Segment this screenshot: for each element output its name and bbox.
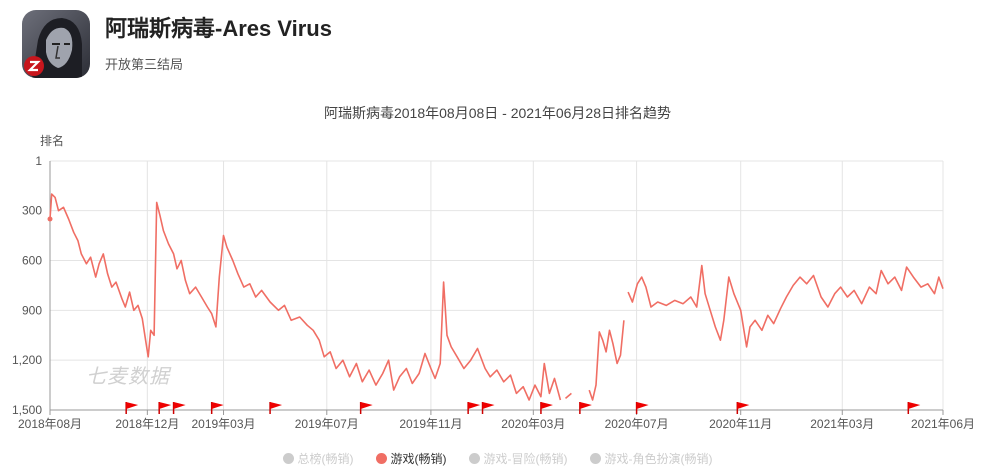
event-flag-icon[interactable] [125, 402, 139, 414]
watermark: 七麦数据 [86, 366, 170, 388]
series-line-segment [564, 392, 572, 400]
legend-item[interactable]: 游戏(畅销) [370, 450, 447, 467]
event-flag-icon[interactable] [172, 402, 186, 414]
y-tick-label: 1 [35, 154, 42, 168]
event-flag-icon[interactable] [158, 402, 172, 414]
x-tick-label: 2018年12月 [115, 417, 179, 431]
event-flag-icon[interactable] [359, 402, 373, 414]
legend-item[interactable]: 游戏-冒险(畅销) [463, 450, 568, 467]
series-start-point [47, 216, 53, 222]
event-flag-icon[interactable] [269, 402, 283, 414]
y-tick-label: 1,500 [12, 403, 42, 417]
event-flag-icon[interactable] [579, 402, 592, 414]
event-flag-icon[interactable] [210, 402, 224, 414]
legend-label: 游戏-角色扮演(畅销) [604, 452, 713, 466]
legend-item[interactable]: 总榜(畅销) [277, 450, 354, 467]
x-tick-label: 2021年06月 [911, 417, 975, 431]
x-tick-label: 2019年03月 [191, 417, 255, 431]
event-flag-icon[interactable] [907, 402, 921, 414]
x-tick-label: 2020年03月 [501, 417, 565, 431]
series-line-segment [588, 320, 625, 401]
app-icon[interactable] [22, 10, 90, 78]
legend-marker-icon [370, 453, 392, 464]
x-tick-label: 2019年11月 [399, 417, 462, 431]
legend-label: 游戏-冒险(畅销) [483, 452, 568, 466]
legend-item[interactable]: 游戏-角色扮演(畅销) [584, 450, 713, 467]
y-tick-label: 900 [22, 303, 42, 317]
event-flag-icon[interactable] [736, 402, 750, 414]
chart-legend: 总榜(畅销) 游戏(畅销) 游戏-冒险(畅销) 游戏-角色扮演(畅销) [0, 450, 995, 467]
series-line-segment [49, 193, 562, 401]
event-flag-icon[interactable] [467, 402, 481, 414]
event-flag-icon[interactable] [635, 402, 649, 414]
series-line-segment [627, 264, 944, 348]
event-flag-icon[interactable] [481, 402, 495, 414]
x-tick-label: 2021年03月 [810, 417, 874, 431]
app-header: 阿瑞斯病毒-Ares Virus 开放第三结局 [22, 10, 332, 80]
app-subtitle: 开放第三结局 [105, 57, 184, 72]
y-axis-label: 排名 [40, 134, 65, 148]
app-title: 阿瑞斯病毒-Ares Virus [105, 16, 332, 41]
legend-label: 总榜(畅销) [297, 452, 354, 466]
legend-label: 游戏(畅销) [390, 452, 447, 466]
x-tick-label: 2019年07月 [295, 417, 359, 431]
x-tick-label: 2020年11月 [709, 417, 772, 431]
y-tick-label: 1,200 [12, 353, 42, 367]
event-flag-icon[interactable] [540, 402, 553, 414]
y-tick-label: 300 [22, 204, 42, 218]
chart-title: 阿瑞斯病毒2018年08月08日 - 2021年06月28日排名趋势 [323, 105, 672, 121]
y-tick-label: 600 [22, 254, 42, 268]
ares-virus-app-icon [22, 10, 90, 78]
legend-marker-icon [584, 453, 606, 464]
x-tick-label: 2020年07月 [605, 417, 669, 431]
legend-marker-icon [463, 453, 485, 464]
x-tick-label: 2018年08月 [18, 417, 82, 431]
legend-marker-icon [277, 453, 299, 464]
